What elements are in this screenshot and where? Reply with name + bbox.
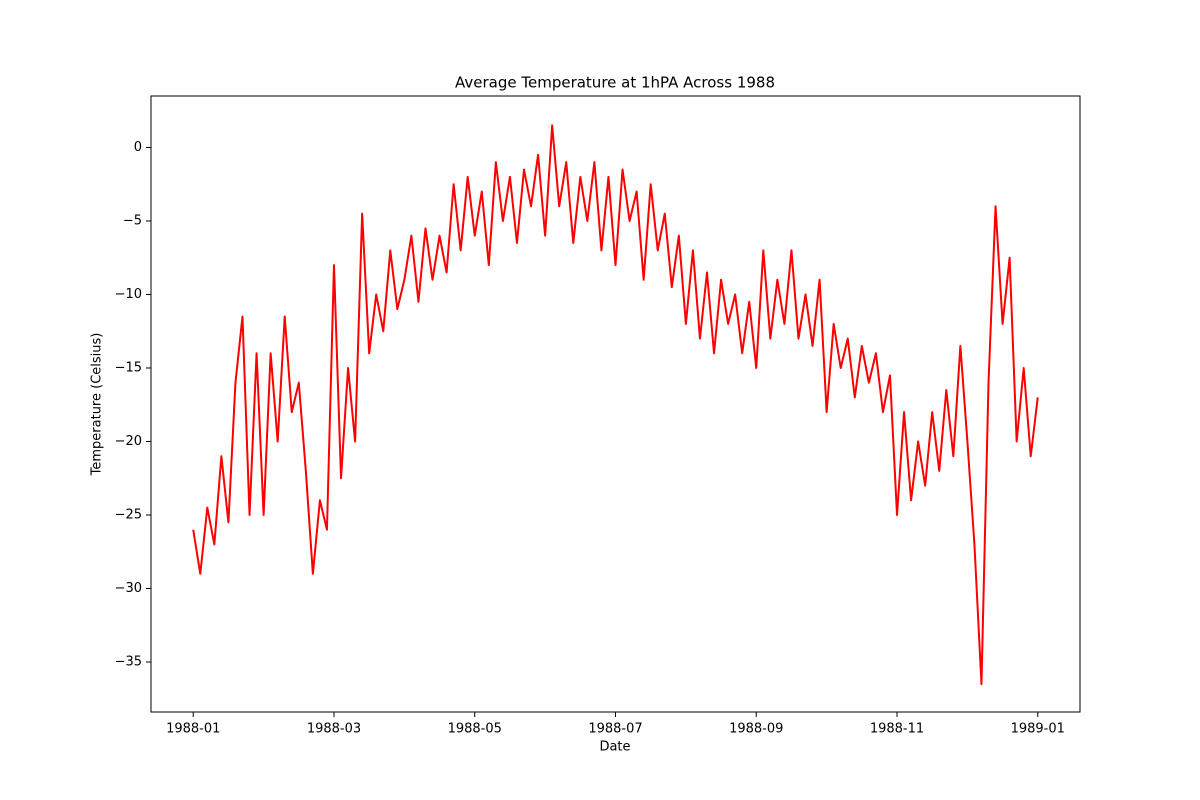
chart-title: Average Temperature at 1hPA Across 1988 bbox=[455, 74, 775, 92]
y-tick-label: −25 bbox=[115, 507, 142, 522]
x-tick-label: 1988-01 bbox=[166, 722, 220, 737]
y-tick-label: −10 bbox=[115, 287, 142, 302]
x-tick-label: 1988-05 bbox=[448, 722, 502, 737]
x-tick-label: 1989-01 bbox=[1011, 722, 1065, 737]
x-tick-label: 1988-11 bbox=[870, 722, 924, 737]
y-tick-label: −35 bbox=[115, 655, 142, 670]
y-tick-label: −30 bbox=[115, 581, 142, 596]
data-line bbox=[192, 124, 1039, 686]
y-tick-label: −5 bbox=[123, 213, 142, 228]
y-axis-label: Temperature (Celsius) bbox=[90, 333, 105, 477]
y-tick-label: −15 bbox=[115, 360, 142, 375]
x-axis-label: Date bbox=[599, 740, 630, 755]
x-tick-label: 1988-03 bbox=[307, 722, 361, 737]
y-tick-label: 0 bbox=[134, 140, 142, 155]
x-tick-label: 1988-09 bbox=[729, 722, 783, 737]
y-tick-label: −20 bbox=[115, 434, 142, 449]
x-tick-label: 1988-07 bbox=[588, 722, 642, 737]
